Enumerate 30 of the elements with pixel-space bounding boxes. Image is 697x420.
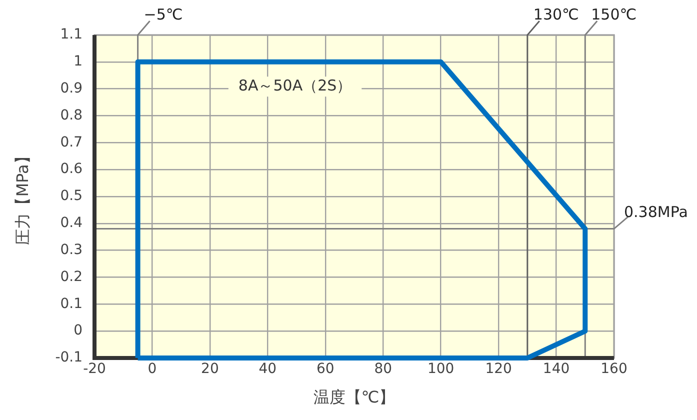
x-tick-label: 100 bbox=[427, 361, 454, 378]
ref-line-label: −5℃ bbox=[144, 5, 183, 24]
x-tick-label: 60 bbox=[316, 361, 334, 378]
x-tick-label: 20 bbox=[201, 361, 219, 378]
x-tick-label: 120 bbox=[485, 361, 512, 378]
annotation: 8A～50A（2S） bbox=[238, 76, 352, 95]
x-tick-label: -20 bbox=[83, 361, 106, 378]
ref-line-label: 150℃ bbox=[591, 5, 637, 24]
y-tick-label: 0.9 bbox=[60, 80, 83, 96]
x-tick-label: 140 bbox=[542, 361, 570, 378]
y-tick-label: 0.8 bbox=[60, 107, 83, 124]
x-tick-label: 40 bbox=[258, 361, 277, 378]
y-tick-label: 0.1 bbox=[60, 296, 83, 312]
y-tick-label: 0.5 bbox=[60, 188, 83, 204]
x-axis-title: 温度【℃】 bbox=[313, 388, 396, 407]
y-tick-label: 0.7 bbox=[60, 134, 83, 150]
x-tick-label: 160 bbox=[600, 361, 628, 378]
y-tick-label: 1 bbox=[74, 54, 83, 70]
y-tick-label: 0.4 bbox=[60, 215, 83, 232]
x-tick-label: 0 bbox=[148, 361, 157, 378]
y-tick-label: 1.1 bbox=[60, 26, 83, 43]
y-axis-title: 圧力【MPa】 bbox=[12, 148, 32, 245]
y-tick-label: 0.3 bbox=[60, 242, 83, 258]
x-tick-label: 80 bbox=[374, 361, 392, 378]
y-tick-label: -0.1 bbox=[55, 350, 83, 366]
ref-line-label: 0.38MPa bbox=[624, 203, 688, 222]
ref-line-label: 130℃ bbox=[533, 5, 579, 24]
y-tick-label: 0.6 bbox=[60, 161, 83, 178]
y-tick-label: 0.2 bbox=[60, 268, 83, 285]
y-tick-label: 0 bbox=[74, 322, 83, 339]
